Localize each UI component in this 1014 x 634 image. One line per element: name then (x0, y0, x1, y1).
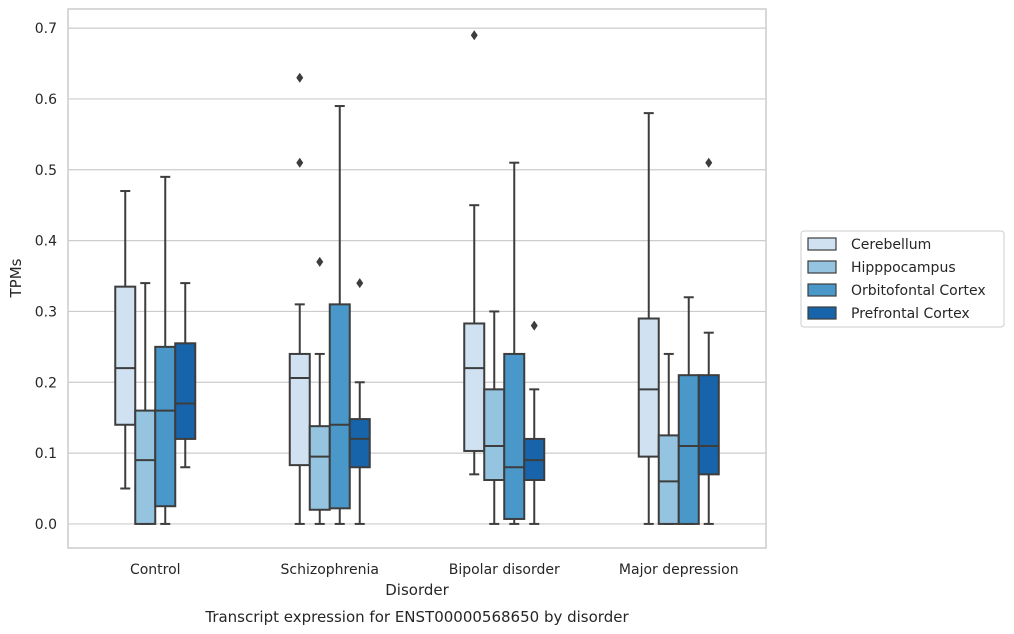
box-group (174, 282, 197, 469)
box (657, 434, 680, 525)
box (463, 322, 486, 452)
box-group (463, 30, 486, 476)
box-group (134, 282, 157, 525)
y-tick-label: 0.4 (35, 234, 57, 250)
legend-swatch (807, 306, 837, 320)
outlier-point (316, 256, 324, 267)
box (174, 342, 197, 440)
box (503, 352, 526, 520)
box (348, 418, 371, 469)
box (483, 388, 506, 482)
box-group (288, 72, 311, 525)
legend-frame (800, 230, 1005, 328)
outlier-point (530, 320, 538, 331)
x-tick-labels: Control Schizophrenia Bipolar disorder Majo… (130, 562, 739, 578)
box-group (697, 157, 720, 525)
outlier-point (705, 157, 713, 168)
x-tick-label: Control (130, 562, 181, 578)
box (114, 285, 137, 426)
legend-label: Hipppocampus (851, 260, 956, 276)
box (697, 374, 720, 476)
box (288, 352, 311, 467)
y-tick-label: 0.6 (35, 92, 57, 108)
y-tick-label: 0.3 (35, 304, 57, 320)
x-tick-label: Bipolar disorder (449, 562, 560, 578)
legend-label: Prefrontal Cortex (851, 306, 970, 322)
box-group (503, 161, 526, 525)
y-tick-labels: 0.0 0.1 0.2 0.3 0.4 0.5 0.6 0.7 (35, 21, 57, 533)
box-group (637, 112, 660, 525)
outlier-point (296, 72, 304, 83)
box (637, 317, 660, 458)
box-group (114, 190, 137, 490)
legend-swatch (807, 237, 837, 251)
legend-label: Orbitofontal Cortex (851, 283, 986, 299)
box (154, 345, 177, 508)
box (134, 409, 157, 525)
x-tick-label: Schizophrenia (281, 562, 379, 578)
x-axis-label: Disorder (385, 581, 449, 599)
box-group (348, 278, 371, 525)
y-tick-label: 0.5 (35, 163, 57, 179)
y-tick-label: 0.1 (35, 446, 57, 462)
y-axis-label: TPMs (7, 258, 25, 298)
chart-caption: Transcript expression for ENST0000056865… (204, 608, 629, 626)
plot-frame (67, 8, 767, 549)
x-tick-label: Major depression (619, 562, 739, 578)
y-tick-label: 0.2 (35, 375, 57, 391)
boxes-layer (114, 30, 720, 525)
legend: Cerebellum Hipppocampus Orbitofontal Corte… (800, 230, 1005, 328)
box-group (523, 320, 546, 525)
outlier-point (296, 157, 304, 168)
legend-swatch (807, 260, 837, 274)
box (308, 425, 331, 511)
outlier-point (470, 30, 478, 41)
outlier-point (356, 278, 364, 289)
legend-label: Cerebellum (851, 237, 931, 253)
box-group (328, 105, 351, 525)
legend-swatch (807, 283, 837, 297)
y-tick-label: 0.7 (35, 21, 57, 37)
box (328, 303, 351, 510)
box (677, 374, 700, 525)
box-group (154, 175, 177, 525)
y-tick-label: 0.0 (35, 517, 57, 533)
